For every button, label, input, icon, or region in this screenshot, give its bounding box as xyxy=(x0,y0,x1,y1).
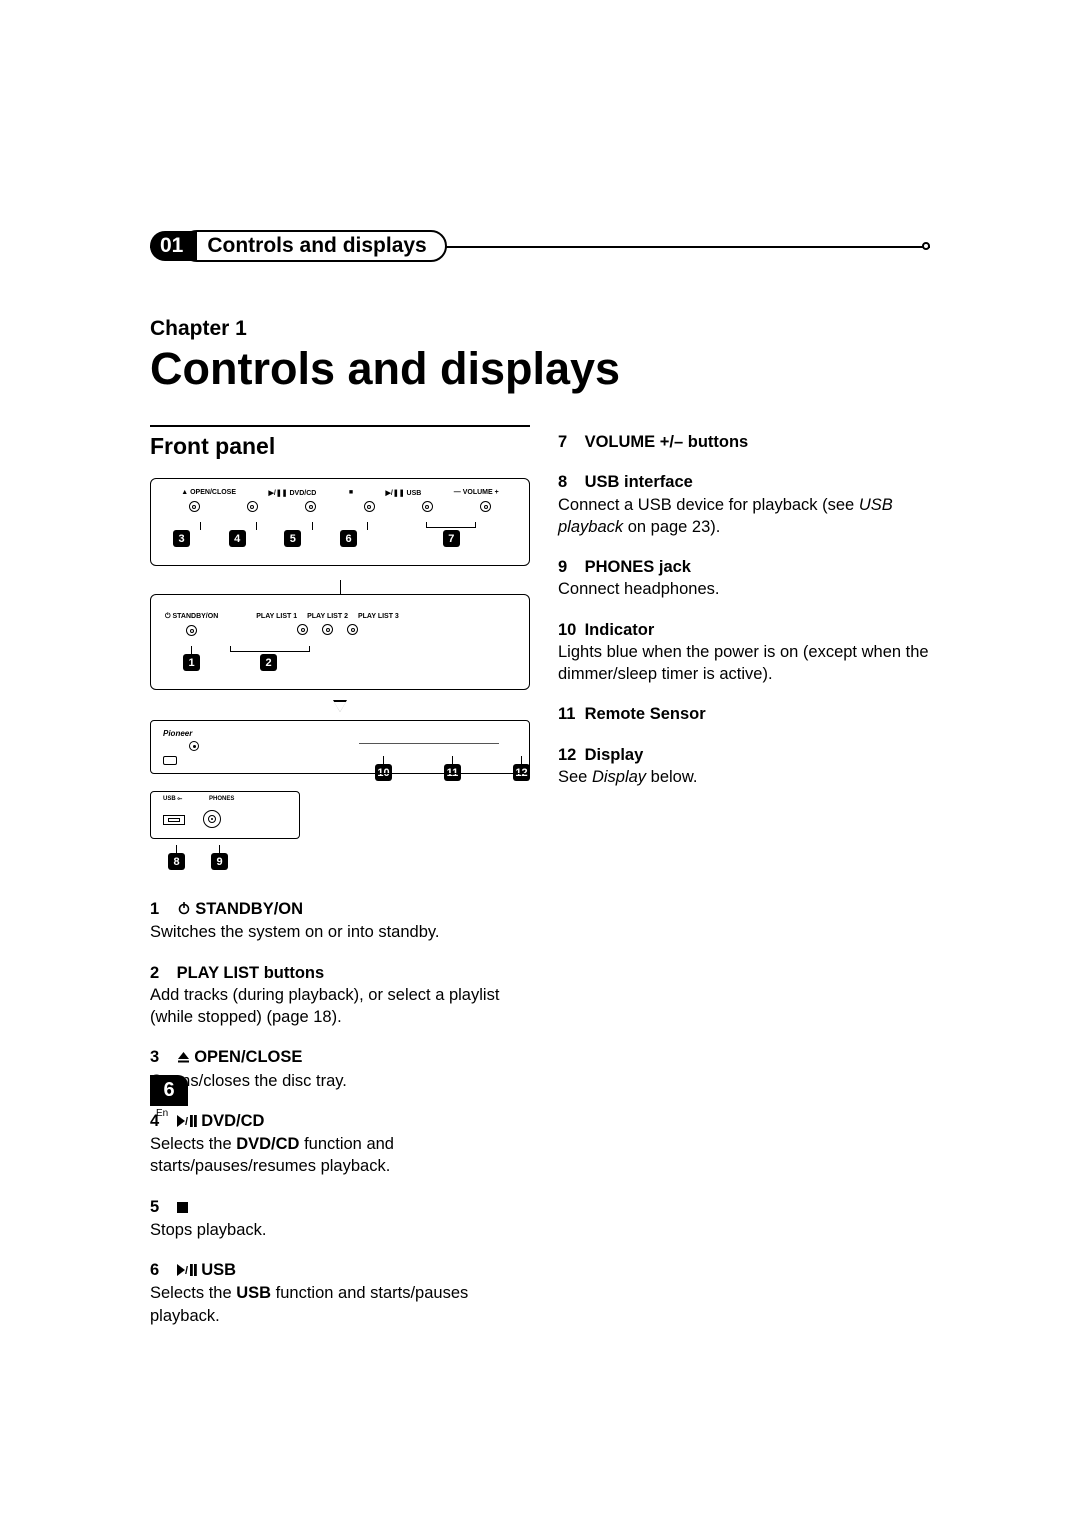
label-playlist2: PLAY LIST 2 xyxy=(307,613,348,620)
control-title: OPEN/CLOSE xyxy=(194,1048,302,1066)
button-dot xyxy=(189,501,200,512)
chapter-number-badge: 01 xyxy=(150,231,197,261)
chapter-title-pill: Controls and displays xyxy=(181,230,446,262)
control-desc: Connect headphones. xyxy=(558,578,930,600)
control-item-9: 9 PHONES jack Connect headphones. xyxy=(558,556,930,601)
label-open-close: ▲ OPEN/CLOSE xyxy=(181,489,236,497)
button-dot xyxy=(364,501,375,512)
control-item-2: 2 PLAY LIST buttons Add tracks (during p… xyxy=(150,962,530,1029)
control-desc: Add tracks (during playback), or select … xyxy=(150,984,530,1029)
label-usb: ▶/❚❚ USB xyxy=(386,489,422,497)
connector-panel: USB ⟜ PHONES xyxy=(150,791,300,839)
device-ir-port xyxy=(163,756,177,765)
svg-text:/: / xyxy=(185,1265,188,1276)
control-item-6: 6 / USB Selects the USB function and sta… xyxy=(150,1259,530,1327)
chapter-header: 01 Controls and displays xyxy=(150,230,930,262)
device-disc-slot xyxy=(359,743,499,744)
button-dot xyxy=(422,501,433,512)
control-item-11: 11 Remote Sensor xyxy=(558,703,930,725)
phones-jack-icon xyxy=(203,810,221,828)
section-heading-front-panel: Front panel xyxy=(150,425,530,460)
stop-icon xyxy=(177,1197,188,1219)
callout-7: 7 xyxy=(443,530,460,547)
control-desc: Opens/closes the disc tray. xyxy=(150,1070,530,1092)
label-stop: ■ xyxy=(349,489,353,497)
label-dvdcd: ▶/❚❚ DVD/CD xyxy=(268,489,316,497)
callout-5: 5 xyxy=(284,530,301,547)
chapter-title: Controls and displays xyxy=(150,343,930,395)
button-dot xyxy=(247,501,258,512)
control-desc: See Display below. xyxy=(558,766,930,788)
left-column: Front panel ▲ OPEN/CLOSE ▶/❚❚ DVD/CD ■ ▶… xyxy=(150,425,530,1345)
control-item-4: 4 / DVD/CD Selects the DVD/CD function a… xyxy=(150,1110,530,1178)
control-title: USB interface xyxy=(585,473,693,491)
device-brand: Pioneer xyxy=(163,729,192,738)
power-icon xyxy=(177,899,191,921)
control-item-5: 5 Stops playback. xyxy=(150,1196,530,1242)
label-phones: PHONES xyxy=(209,796,234,802)
standby-playlist-panel: ⏻ STANDBY/ON PLAY LIST 1 PLAY LIST 2 PLA… xyxy=(150,594,530,690)
control-title: PHONES jack xyxy=(585,558,691,576)
front-panel-diagram: ▲ OPEN/CLOSE ▶/❚❚ DVD/CD ■ ▶/❚❚ USB — VO… xyxy=(150,478,530,870)
chapter-label: Chapter 1 xyxy=(150,317,930,341)
label-standby-on: ⏻ STANDBY/ON xyxy=(165,613,218,621)
control-item-1: 1 STANDBY/ON Switches the system on or i… xyxy=(150,898,530,944)
device-front-panel: Pioneer xyxy=(150,720,530,774)
callout-1: 1 xyxy=(183,654,200,671)
label-playlist3: PLAY LIST 3 xyxy=(358,613,399,620)
control-item-7: 7 VOLUME +/– buttons xyxy=(558,431,930,453)
control-desc: Selects the DVD/CD function and starts/p… xyxy=(150,1133,530,1178)
button-dot xyxy=(480,501,491,512)
diagram-arrow-icon xyxy=(334,702,346,712)
page-footer: 6 En xyxy=(150,1075,188,1119)
top-button-panel: ▲ OPEN/CLOSE ▶/❚❚ DVD/CD ■ ▶/❚❚ USB — VO… xyxy=(150,478,530,566)
control-item-8: 8 USB interface Connect a USB device for… xyxy=(558,471,930,538)
control-item-3: 3 OPEN/CLOSE Opens/closes the disc tray. xyxy=(150,1046,530,1092)
control-desc: Stops playback. xyxy=(150,1219,530,1241)
control-item-10: 10 Indicator Lights blue when the power … xyxy=(558,619,930,686)
control-title: PLAY LIST buttons xyxy=(177,964,325,982)
right-column: 7 VOLUME +/– buttons 8 USB interface Con… xyxy=(558,425,930,1345)
device-indicator xyxy=(189,741,199,751)
button-dot xyxy=(186,625,197,636)
button-dot xyxy=(347,624,358,635)
page-number: 6 xyxy=(150,1075,188,1106)
language-code: En xyxy=(150,1108,188,1119)
control-title: USB xyxy=(201,1261,236,1279)
control-desc: Connect a USB device for playback (see U… xyxy=(558,494,930,539)
button-dot xyxy=(305,501,316,512)
control-title: DVD/CD xyxy=(201,1112,264,1130)
callout-4: 4 xyxy=(229,530,246,547)
control-desc: Selects the USB function and starts/paus… xyxy=(150,1282,530,1327)
callout-9: 9 xyxy=(211,853,228,870)
button-dot xyxy=(322,624,333,635)
eject-icon xyxy=(177,1047,190,1069)
callout-2: 2 xyxy=(260,654,277,671)
label-playlist1: PLAY LIST 1 xyxy=(256,613,297,620)
control-title: Display xyxy=(585,746,644,764)
control-title: Remote Sensor xyxy=(585,705,706,723)
callout-6: 6 xyxy=(340,530,357,547)
callout-3: 3 xyxy=(173,530,190,547)
control-title: VOLUME +/– buttons xyxy=(585,433,749,451)
control-item-12: 12 Display See Display below. xyxy=(558,744,930,789)
control-title: STANDBY/ON xyxy=(195,900,303,918)
button-dot xyxy=(297,624,308,635)
callout-8: 8 xyxy=(168,853,185,870)
control-title: Indicator xyxy=(585,621,655,639)
header-cap-icon xyxy=(922,242,930,250)
play-pause-icon: / xyxy=(177,1260,197,1282)
control-desc: Lights blue when the power is on (except… xyxy=(558,641,930,686)
label-volume: — VOLUME + xyxy=(454,489,499,497)
control-desc: Switches the system on or into standby. xyxy=(150,921,530,943)
label-usb-port: USB ⟜ xyxy=(163,796,182,803)
usb-port-icon xyxy=(163,815,185,825)
